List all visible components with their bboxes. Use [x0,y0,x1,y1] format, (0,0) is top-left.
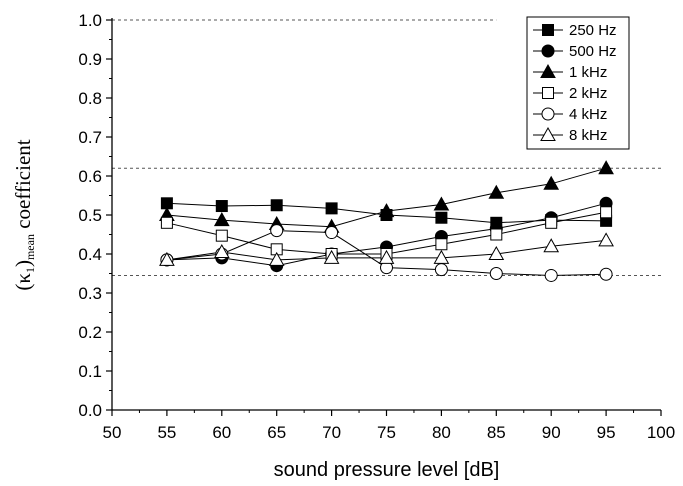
x-tick-label: 55 [157,423,176,442]
legend-box [526,16,630,150]
series-5-point [323,249,340,264]
series-3-point [160,216,173,229]
series-2-point [433,196,450,211]
x-tick-label: 95 [597,423,616,442]
y-tick-label: 0.3 [78,284,102,303]
y-tick-label: 0.4 [78,245,102,264]
series-4-point [544,268,558,282]
series-5-point [433,249,450,264]
x-tick-label: 90 [542,423,561,442]
series-3-point [545,216,558,229]
legend-label: 4 kHz [569,106,607,123]
series-0-point [325,202,338,215]
series-2-point [598,160,614,175]
legend-label: 1 kHz [569,64,607,81]
x-tick-label: 50 [103,423,122,442]
x-tick-label: 100 [647,423,675,442]
series-4-point [489,267,503,280]
series-3-point [600,206,613,219]
series-5-point [543,238,560,253]
legend-marker [542,87,554,99]
series-3-point [215,229,228,242]
x-tick-label: 60 [212,423,231,442]
x-axis-title: sound pressure level [dB] [274,459,500,481]
y-tick-label: 0.5 [78,206,102,225]
y-tick-label: 0.1 [78,362,102,381]
legend-label: 8 kHz [569,127,607,144]
series-5-point [268,251,285,266]
y-axis-title: (κ1)mean coefficient [11,139,37,290]
series-4-point [270,224,284,238]
series-5-point [598,232,614,247]
series-5-point [213,244,230,259]
x-tick-label: 85 [487,423,506,442]
series-4-point [434,263,448,277]
series-4-point [325,226,339,240]
y-tick-label: 0.7 [78,128,102,147]
series-2-point [213,212,230,227]
legend-marker [541,44,555,58]
y-tick-label: 0.2 [78,323,102,342]
y-tick-label: 0.8 [78,89,102,108]
series-3-point [435,238,448,251]
x-tick-label: 80 [432,423,451,442]
x-tick-label: 65 [267,423,286,442]
x-tick-label: 70 [322,423,341,442]
legend-label: 2 kHz [569,85,607,102]
series-2-point [378,203,395,218]
legend-marker [540,126,556,141]
legend-label: 500 Hz [569,43,617,60]
series-5-point [488,245,505,260]
legend-marker [541,107,555,121]
y-tick-label: 0.0 [78,401,102,420]
y-tick-label: 1.0 [78,11,102,30]
y-tick-label: 0.9 [78,50,102,69]
series-5-point [378,249,395,264]
legend-marker [540,63,556,78]
series-5-point [159,251,175,266]
series-0-point [215,200,228,213]
series-2-point [488,184,505,199]
series-3-point [490,228,503,241]
series-0-point [435,211,448,224]
legend-marker [542,24,554,36]
series-2-point [543,175,560,190]
legend-label: 250 Hz [569,22,617,39]
series-0-point [270,199,283,212]
series-4-point [599,267,613,281]
y-tick-label: 0.6 [78,167,102,186]
x-tick-label: 75 [377,423,396,442]
